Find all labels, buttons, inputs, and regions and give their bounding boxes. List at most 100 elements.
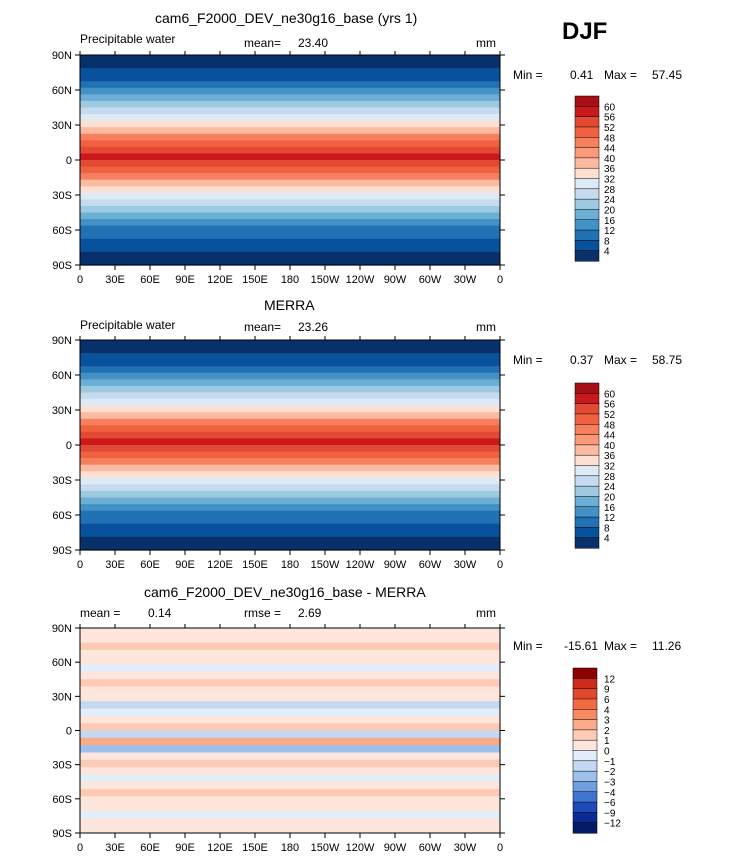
- x-tick-label: 0: [497, 559, 503, 571]
- colorbar-swatch: [574, 229, 600, 241]
- colorbar-label: 3: [604, 716, 610, 727]
- map-band: [80, 133, 500, 141]
- colorbar-swatch: [574, 219, 600, 231]
- map-band: [80, 160, 500, 168]
- panel3-rmse-label: rmse =: [244, 606, 282, 620]
- map-band: [80, 759, 500, 768]
- colorbar-swatch: [574, 382, 600, 394]
- panel2-min-value: 0.37: [570, 353, 594, 367]
- map-band: [80, 635, 500, 644]
- x-tick-label: 60W: [419, 274, 442, 286]
- colorbar-swatch: [574, 167, 600, 180]
- x-tick-label: 30E: [105, 559, 125, 571]
- map-band: [80, 811, 500, 819]
- y-tick-label: 30S: [52, 475, 72, 487]
- map-band: [80, 737, 500, 746]
- x-tick-label: 90E: [175, 274, 195, 286]
- colorbar-swatch: [574, 393, 600, 405]
- colorbar-swatch: [572, 822, 598, 834]
- colorbar-label: 12: [604, 226, 616, 237]
- colorbar-swatch: [574, 465, 600, 477]
- colorbar-label: 32: [604, 462, 616, 473]
- colorbar-label: 28: [604, 472, 616, 483]
- y-tick-label: 90N: [52, 50, 72, 62]
- map-band: [80, 55, 500, 63]
- map-band: [80, 477, 500, 485]
- map-band: [80, 664, 500, 673]
- colorbar-label: 60: [604, 102, 616, 113]
- x-tick-label: 90W: [384, 559, 407, 571]
- map-band: [80, 701, 500, 710]
- panel3-min-label: Min =: [513, 639, 543, 653]
- map-band: [80, 730, 500, 739]
- season-label: DJF: [562, 18, 608, 45]
- colorbar-swatch: [574, 475, 600, 487]
- panel3-mean-value: 0.14: [148, 606, 172, 620]
- colorbar-label: −4: [604, 788, 616, 799]
- map-band: [80, 657, 500, 666]
- colorbar-swatch: [574, 178, 600, 190]
- map-band: [80, 192, 500, 200]
- colorbar-label: −12: [604, 819, 621, 830]
- x-tick-label: 0: [497, 274, 503, 286]
- map-band: [80, 752, 500, 761]
- colorbar-swatch: [574, 126, 600, 138]
- panel3-rmse-value: 2.69: [298, 606, 322, 620]
- x-tick-label: 150W: [311, 559, 340, 571]
- y-tick-label: 30N: [52, 691, 72, 703]
- y-tick-label: 90S: [52, 828, 72, 840]
- map-band: [80, 94, 500, 102]
- map-band: [80, 497, 500, 505]
- map-band: [80, 399, 500, 407]
- colorbar-swatch: [574, 516, 600, 528]
- x-tick-label: 150W: [311, 842, 340, 854]
- map-band: [80, 238, 500, 246]
- colorbar-swatch: [574, 137, 600, 149]
- colorbar-label: 2: [604, 726, 610, 737]
- colorbar-label: −3: [604, 777, 616, 788]
- x-tick-label: 120E: [207, 842, 233, 854]
- panel3-mean-label: mean =: [80, 606, 121, 620]
- x-tick-label: 120W: [346, 559, 375, 571]
- map-band: [80, 392, 500, 400]
- panel1-min-label: Min =: [513, 68, 543, 82]
- map-band: [80, 173, 500, 181]
- map-band: [80, 153, 500, 161]
- x-tick-label: 150E: [242, 842, 268, 854]
- colorbar-label: 56: [604, 113, 616, 124]
- colorbar-swatch: [572, 812, 598, 824]
- panel3-max-value: 11.26: [652, 639, 682, 653]
- y-tick-label: 60S: [52, 510, 72, 522]
- colorbar-swatch: [572, 750, 598, 762]
- map-band: [80, 120, 500, 128]
- x-tick-label: 120W: [346, 842, 375, 854]
- colorbar-swatch: [572, 801, 598, 813]
- x-tick-label: 0: [77, 842, 83, 854]
- colorbar-swatch: [574, 413, 600, 425]
- colorbar-swatch: [574, 527, 600, 539]
- map-band: [80, 767, 500, 776]
- colorbar-label: 40: [604, 154, 616, 165]
- x-tick-label: 90E: [175, 559, 195, 571]
- colorbar-swatch: [574, 403, 600, 415]
- x-tick-label: 30W: [454, 274, 477, 286]
- panel3-min-value: -15.61: [564, 639, 599, 653]
- colorbar-label: −9: [604, 808, 616, 819]
- colorbar-swatch: [572, 678, 598, 690]
- map-band: [80, 715, 500, 724]
- x-tick-label: 30W: [454, 842, 477, 854]
- y-tick-label: 60N: [52, 657, 72, 669]
- map-band: [80, 81, 500, 89]
- panel1-mean-value: 23.40: [298, 36, 329, 50]
- map-band: [80, 258, 500, 266]
- colorbar-swatch: [574, 157, 600, 169]
- colorbar-label: 48: [604, 420, 616, 431]
- y-tick-label: 90S: [52, 545, 72, 557]
- panel1-title: cam6_F2000_DEV_ne30g16_base (yrs 1): [155, 10, 418, 26]
- map-band: [80, 504, 500, 512]
- colorbar-swatch: [574, 188, 600, 200]
- colorbar-label: −6: [604, 798, 616, 809]
- colorbar-label: 44: [604, 431, 616, 442]
- map-band: [80, 107, 500, 115]
- map-band: [80, 225, 500, 233]
